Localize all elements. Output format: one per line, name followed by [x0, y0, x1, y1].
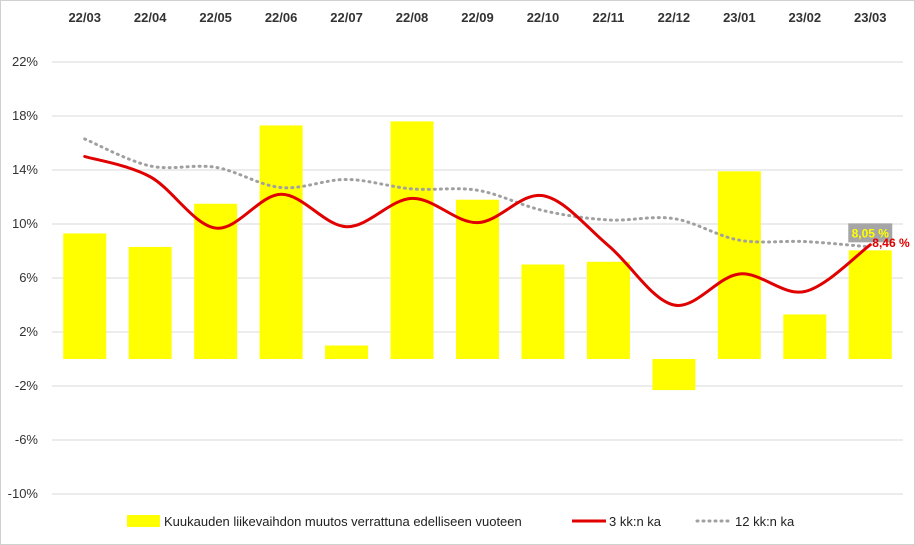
x-axis: 22/03 22/04 22/05 22/06 22/07 22/08 22/09 22/10… — [68, 10, 886, 25]
y-tick-label: 6% — [19, 270, 38, 285]
x-tick-label: 22/05 — [199, 10, 232, 25]
x-tick-label: 22/12 — [658, 10, 691, 25]
x-tick-label: 22/09 — [461, 10, 494, 25]
bar — [259, 125, 303, 359]
y-tick-label: 22% — [12, 54, 38, 69]
bar — [717, 171, 761, 359]
data-label-box — [848, 223, 893, 243]
data-labels: 8,05 %8,46 % — [848, 223, 910, 250]
bar — [390, 121, 434, 360]
bar — [521, 264, 565, 359]
bar — [456, 199, 499, 359]
bar — [63, 233, 107, 359]
legend: Kuukauden liikevaihdon muutos verrattuna… — [127, 514, 795, 529]
data-label-line: 8,46 % — [872, 236, 910, 250]
bar — [652, 359, 696, 391]
line-3kk — [83, 155, 872, 307]
x-tick-label: 22/07 — [330, 10, 363, 25]
legend-swatch-bar — [127, 515, 160, 527]
bar — [325, 345, 369, 359]
legend-label-3kk: 3 kk:n ka — [609, 514, 662, 529]
line-12kk — [83, 137, 872, 249]
bar — [586, 261, 630, 359]
x-tick-label: 23/02 — [789, 10, 822, 25]
legend-label-bar: Kuukauden liikevaihdon muutos verrattuna… — [164, 514, 522, 529]
x-tick-label: 23/01 — [723, 10, 756, 25]
bar — [128, 246, 172, 359]
bar-series — [63, 121, 892, 391]
y-tick-label: -2% — [15, 378, 39, 393]
bar — [848, 250, 892, 359]
bar — [194, 203, 238, 359]
bar — [783, 314, 827, 359]
y-tick-label: 10% — [12, 216, 38, 231]
y-tick-label: 14% — [12, 162, 38, 177]
y-tick-label: 18% — [12, 108, 38, 123]
x-tick-label: 22/11 — [593, 10, 625, 25]
y-axis: 22% 18% 14% 10% 6% 2% -2% -6% -10% — [8, 54, 39, 501]
y-tick-label: 2% — [19, 324, 38, 339]
y-tick-label: -10% — [8, 486, 39, 501]
line-series — [83, 137, 872, 307]
data-label-bar: 8,05 % — [852, 226, 890, 240]
x-tick-label: 22/10 — [527, 10, 560, 25]
legend-label-12kk: 12 kk:n ka — [735, 514, 795, 529]
y-tick-label: -6% — [15, 432, 39, 447]
x-tick-label: 22/06 — [265, 10, 298, 25]
x-tick-label: 22/04 — [134, 10, 167, 25]
x-tick-label: 23/03 — [854, 10, 887, 25]
x-tick-label: 22/08 — [396, 10, 429, 25]
x-tick-label: 22/03 — [68, 10, 101, 25]
